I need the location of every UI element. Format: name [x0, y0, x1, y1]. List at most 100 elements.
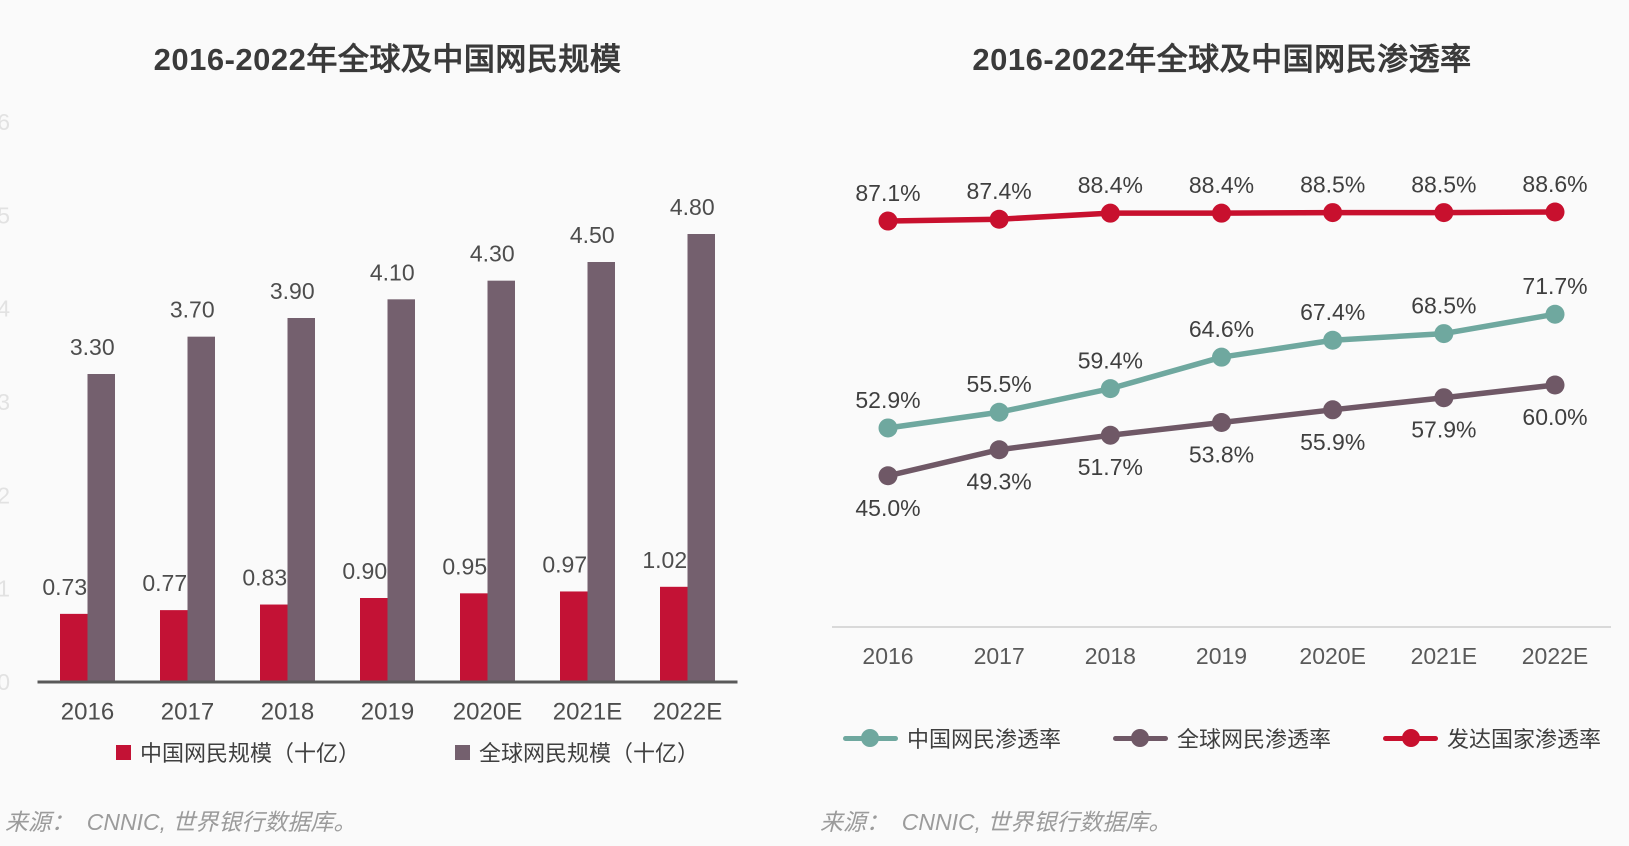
- x-tick-label: 2016: [862, 643, 913, 669]
- data-point: [1323, 330, 1343, 350]
- legend-item-china-users: 中国网民规模（十亿）: [115, 736, 360, 768]
- legend-item-developed-penetration: 发达国家渗透率: [1383, 722, 1601, 754]
- point-value-label: 55.5%: [967, 371, 1032, 397]
- global-users-bar: [187, 336, 215, 682]
- data-point: [1545, 304, 1565, 324]
- china-users-bar: [60, 613, 88, 682]
- x-tick-label: 2020E: [1299, 643, 1366, 669]
- bar-value-label: 4.10: [370, 259, 415, 285]
- bar-value-label: 0.83: [242, 565, 287, 591]
- data-point: [1545, 375, 1565, 395]
- point-value-label: 87.1%: [855, 180, 920, 206]
- line-chart-panel: 2016-2022年全球及中国网民渗透率 2016 2017 2018 2019 202…: [815, 0, 1629, 846]
- bar-value-label: 3.70: [170, 297, 215, 323]
- global-users-bar: [387, 299, 415, 682]
- bar-chart-panel: 2016-2022年全球及中国网民规模 0 1 2 3 4 5 6 0.73 3.30 2016 0…: [0, 42, 738, 835]
- global-users-bar: [687, 234, 715, 682]
- data-point: [1212, 413, 1232, 433]
- bar-value-label: 0.97: [542, 551, 587, 577]
- swatch-dot: [1131, 729, 1150, 747]
- bar-chart-plot: 0 1 2 3 4 5 6 0.73 3.30 2016 0.77 3.70 2017 0.83 3.90 2…: [0, 109, 738, 726]
- global-users-bar: [87, 374, 115, 682]
- point-value-label: 88.6%: [1522, 171, 1587, 197]
- x-tick-label: 2017: [161, 699, 214, 726]
- data-point: [1100, 203, 1120, 223]
- source-note: 来源： CNNIC, 世界银行数据库。: [5, 809, 357, 835]
- point-value-label: 88.5%: [1411, 172, 1476, 198]
- legend-label: 全球网民规模（十亿）: [479, 741, 700, 766]
- data-point: [989, 209, 1009, 229]
- y-tick-label: 4: [0, 296, 10, 322]
- x-tick-label: 2021E: [1411, 643, 1478, 669]
- x-tick-label: 2019: [361, 699, 414, 726]
- point-value-label: 59.4%: [1078, 348, 1143, 374]
- x-tick-label: 2016: [61, 699, 114, 726]
- data-point: [878, 418, 898, 438]
- point-value-label: 55.9%: [1300, 429, 1365, 455]
- point-value-label: 49.3%: [967, 469, 1032, 495]
- data-point: [1434, 203, 1454, 223]
- bar-value-label: 0.77: [142, 570, 187, 596]
- bar-value-label: 0.73: [42, 574, 87, 600]
- legend-item-global-penetration: 全球网民渗透率: [1112, 722, 1331, 754]
- y-tick-label: 1: [0, 576, 10, 602]
- legend-label: 中国网民规模（十亿）: [139, 741, 360, 766]
- data-point: [989, 440, 1009, 460]
- data-point: [1323, 400, 1343, 420]
- y-tick-label: 2: [0, 482, 10, 508]
- data-point: [878, 466, 898, 486]
- global-penetration-swatch: [1112, 729, 1168, 747]
- swatch-dot: [1401, 729, 1420, 747]
- data-point: [1545, 202, 1565, 222]
- point-value-label: 51.7%: [1078, 454, 1143, 480]
- legend-label: 发达国家渗透率: [1447, 727, 1602, 752]
- china-penetration-swatch: [842, 729, 898, 747]
- global-users-bar: [287, 318, 315, 682]
- point-value-label: 60.0%: [1522, 404, 1587, 430]
- china-users-bar: [260, 604, 288, 682]
- data-point: [1212, 203, 1232, 223]
- x-tick-label: 2021E: [553, 699, 622, 726]
- china-users-bar: [460, 593, 488, 682]
- bar-value-label: 3.30: [70, 334, 115, 360]
- line-chart-plot: 2016 2017 2018 2019 2020E 2021E 2022E 52.9% 55.5…: [832, 171, 1611, 669]
- x-tick-label: 2018: [261, 699, 314, 726]
- data-point: [1434, 388, 1454, 408]
- china-users-bar: [360, 598, 388, 682]
- data-point: [1212, 347, 1232, 367]
- x-tick-label: 2022E: [1522, 643, 1589, 669]
- china-users-bar: [660, 586, 688, 682]
- legend-label: 中国网民渗透率: [906, 727, 1061, 752]
- data-point: [1434, 324, 1454, 344]
- bar-chart-title: 2016-2022年全球及中国网民规模: [153, 42, 622, 77]
- x-tick-label: 2020E: [453, 699, 522, 726]
- y-tick-label: 6: [0, 109, 10, 135]
- bar-value-label: 4.30: [470, 241, 515, 267]
- bar-value-label: 4.50: [570, 222, 615, 248]
- point-value-label: 87.4%: [967, 178, 1032, 204]
- china-users-bar: [560, 591, 588, 682]
- developed-penetration-swatch: [1383, 729, 1438, 747]
- y-tick-label: 0: [0, 669, 10, 695]
- bar-value-label: 0.90: [342, 558, 387, 584]
- point-value-label: 45.0%: [855, 495, 920, 521]
- point-value-label: 57.9%: [1411, 417, 1476, 443]
- point-value-label: 88.4%: [1189, 172, 1254, 198]
- x-tick-label: 2018: [1085, 643, 1136, 669]
- data-point: [1100, 379, 1120, 399]
- x-tick-label: 2022E: [653, 699, 722, 726]
- china-users-swatch: [115, 744, 131, 760]
- y-tick-label: 5: [0, 202, 10, 228]
- bar-value-label: 3.90: [270, 278, 315, 304]
- data-point: [878, 211, 898, 231]
- data-point: [989, 402, 1009, 422]
- global-users-bar: [487, 280, 515, 682]
- line-chart-title: 2016-2022年全球及中国网民渗透率: [972, 42, 1472, 77]
- point-value-label: 53.8%: [1189, 442, 1254, 468]
- data-point: [1323, 203, 1343, 223]
- line-chart-legend: 中国网民渗透率 全球网民渗透率 发达国家渗透率: [815, 722, 1629, 754]
- point-value-label: 64.6%: [1189, 316, 1254, 342]
- source-note: 来源： CNNIC, 世界银行数据库。: [820, 809, 1172, 835]
- legend-item-china-penetration: 中国网民渗透率: [842, 722, 1061, 754]
